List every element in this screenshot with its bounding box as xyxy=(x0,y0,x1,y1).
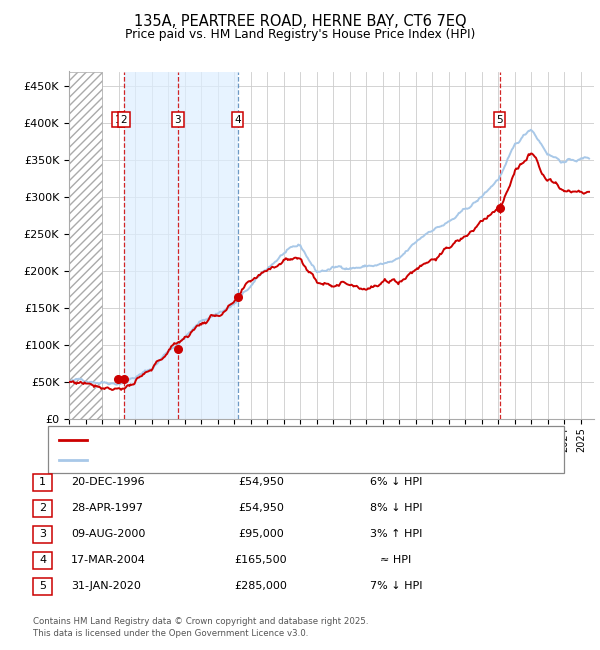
Text: 2: 2 xyxy=(39,503,46,514)
Text: 31-JAN-2020: 31-JAN-2020 xyxy=(71,581,140,592)
Text: ≈ HPI: ≈ HPI xyxy=(380,555,412,566)
Text: Contains HM Land Registry data © Crown copyright and database right 2025.
This d: Contains HM Land Registry data © Crown c… xyxy=(33,618,368,638)
Text: 8% ↓ HPI: 8% ↓ HPI xyxy=(370,503,422,514)
Text: 4: 4 xyxy=(39,555,46,566)
Text: £54,950: £54,950 xyxy=(238,503,284,514)
Text: 2: 2 xyxy=(121,114,127,125)
Text: 6% ↓ HPI: 6% ↓ HPI xyxy=(370,477,422,488)
Text: £95,000: £95,000 xyxy=(238,529,284,539)
Text: 5: 5 xyxy=(496,114,503,125)
Text: 1: 1 xyxy=(39,477,46,488)
Text: £165,500: £165,500 xyxy=(235,555,287,566)
Bar xyxy=(124,72,238,419)
Text: 28-APR-1997: 28-APR-1997 xyxy=(71,503,143,514)
Text: HPI: Average price, semi-detached house, Canterbury: HPI: Average price, semi-detached house,… xyxy=(93,455,361,465)
Text: 3% ↑ HPI: 3% ↑ HPI xyxy=(370,529,422,539)
Text: 3: 3 xyxy=(175,114,181,125)
Text: 7% ↓ HPI: 7% ↓ HPI xyxy=(370,581,422,592)
Bar xyxy=(69,72,102,419)
Text: £285,000: £285,000 xyxy=(235,581,287,592)
Text: £54,950: £54,950 xyxy=(238,477,284,488)
Text: 17-MAR-2004: 17-MAR-2004 xyxy=(71,555,146,566)
Text: 135A, PEARTREE ROAD, HERNE BAY, CT6 7EQ: 135A, PEARTREE ROAD, HERNE BAY, CT6 7EQ xyxy=(134,14,466,29)
Text: 5: 5 xyxy=(39,581,46,592)
Text: 3: 3 xyxy=(39,529,46,539)
Text: 09-AUG-2000: 09-AUG-2000 xyxy=(71,529,145,539)
Text: 4: 4 xyxy=(234,114,241,125)
Text: Price paid vs. HM Land Registry's House Price Index (HPI): Price paid vs. HM Land Registry's House … xyxy=(125,28,475,41)
Text: 20-DEC-1996: 20-DEC-1996 xyxy=(71,477,145,488)
Text: 1: 1 xyxy=(115,114,121,125)
Text: 135A, PEARTREE ROAD, HERNE BAY, CT6 7EQ (semi-detached house): 135A, PEARTREE ROAD, HERNE BAY, CT6 7EQ … xyxy=(93,436,438,445)
